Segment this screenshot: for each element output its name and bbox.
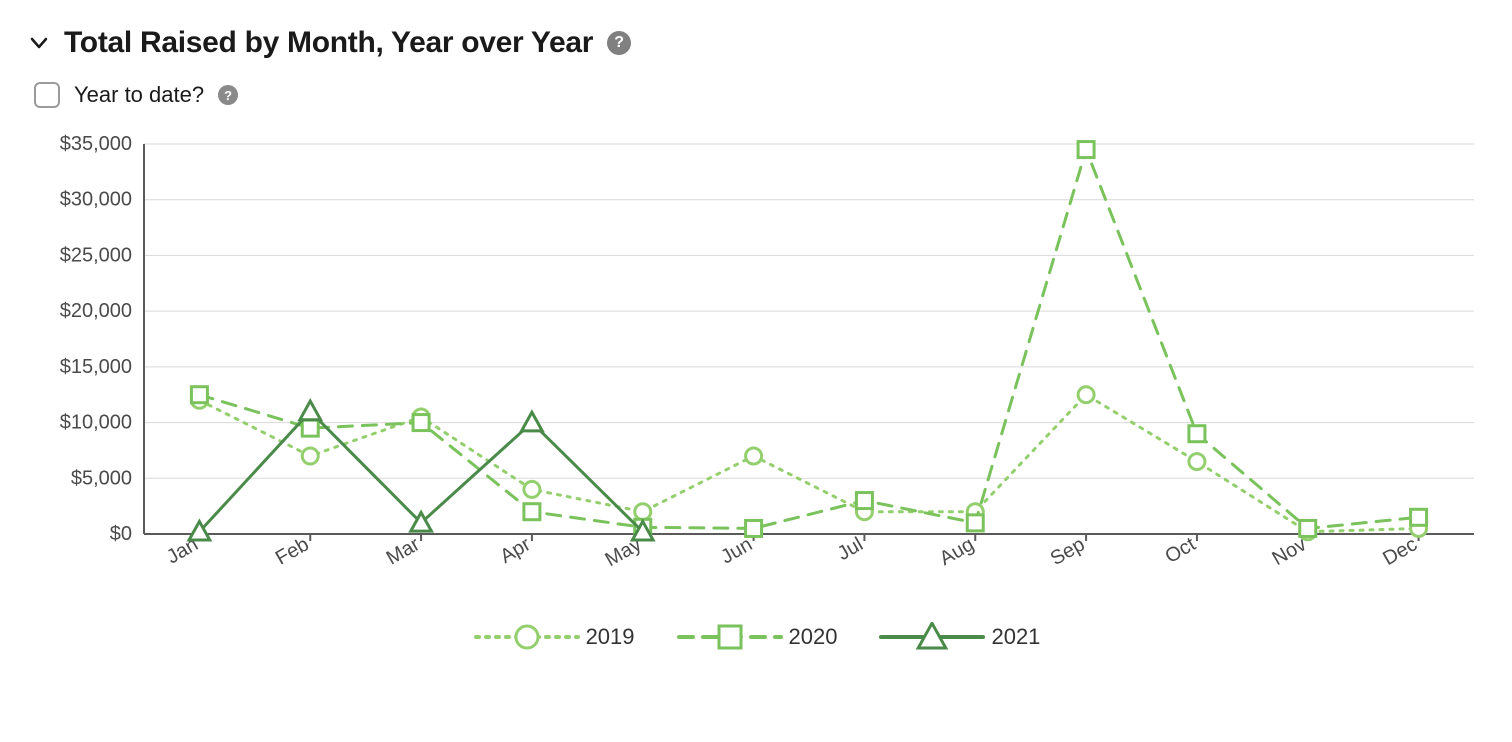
legend-swatch: [472, 622, 582, 652]
chart-header: Total Raised by Month, Year over Year ?: [28, 26, 1488, 60]
ytd-label: Year to date?: [74, 82, 204, 108]
options-row: Year to date? ?: [34, 82, 1488, 108]
svg-text:$10,000: $10,000: [60, 412, 132, 434]
svg-text:Mar: Mar: [383, 533, 424, 569]
legend: 2019 2020 2021: [24, 622, 1488, 652]
svg-text:$0: $0: [110, 523, 132, 545]
svg-text:$35,000: $35,000: [60, 134, 132, 155]
collapse-toggle[interactable]: [28, 32, 50, 54]
svg-text:Oct: Oct: [1161, 533, 1199, 568]
svg-text:Aug: Aug: [936, 533, 978, 570]
chart: $0 $5,000 $10,000 $15,000 $20,000 $25,000 $30,…: [24, 134, 1488, 652]
legend-label: 2019: [586, 624, 635, 650]
legend-swatch: [675, 622, 785, 652]
legend-item-2021[interactable]: 2021: [877, 622, 1040, 652]
help-icon[interactable]: ?: [607, 31, 631, 55]
legend-label: 2020: [789, 624, 838, 650]
svg-text:$30,000: $30,000: [60, 189, 132, 211]
legend-item-2020[interactable]: 2020: [675, 622, 838, 652]
svg-text:Sep: Sep: [1047, 533, 1089, 570]
svg-text:$20,000: $20,000: [60, 300, 132, 322]
svg-text:Jun: Jun: [717, 533, 756, 568]
chart-title: Total Raised by Month, Year over Year: [64, 26, 593, 60]
ytd-checkbox[interactable]: [34, 82, 60, 108]
legend-label: 2021: [991, 624, 1040, 650]
svg-text:$5,000: $5,000: [71, 467, 132, 489]
chevron-down-icon: [29, 33, 49, 53]
svg-text:Feb: Feb: [272, 533, 313, 569]
legend-item-2019[interactable]: 2019: [472, 622, 635, 652]
help-icon[interactable]: ?: [218, 85, 238, 105]
svg-text:$25,000: $25,000: [60, 244, 132, 266]
line-chart-svg: $0 $5,000 $10,000 $15,000 $20,000 $25,000 $30,…: [24, 134, 1494, 604]
svg-text:Jul: Jul: [834, 533, 867, 565]
legend-swatch: [877, 622, 987, 652]
svg-text:Apr: Apr: [496, 533, 534, 568]
svg-text:Dec: Dec: [1379, 533, 1421, 570]
svg-text:$15,000: $15,000: [60, 356, 132, 378]
